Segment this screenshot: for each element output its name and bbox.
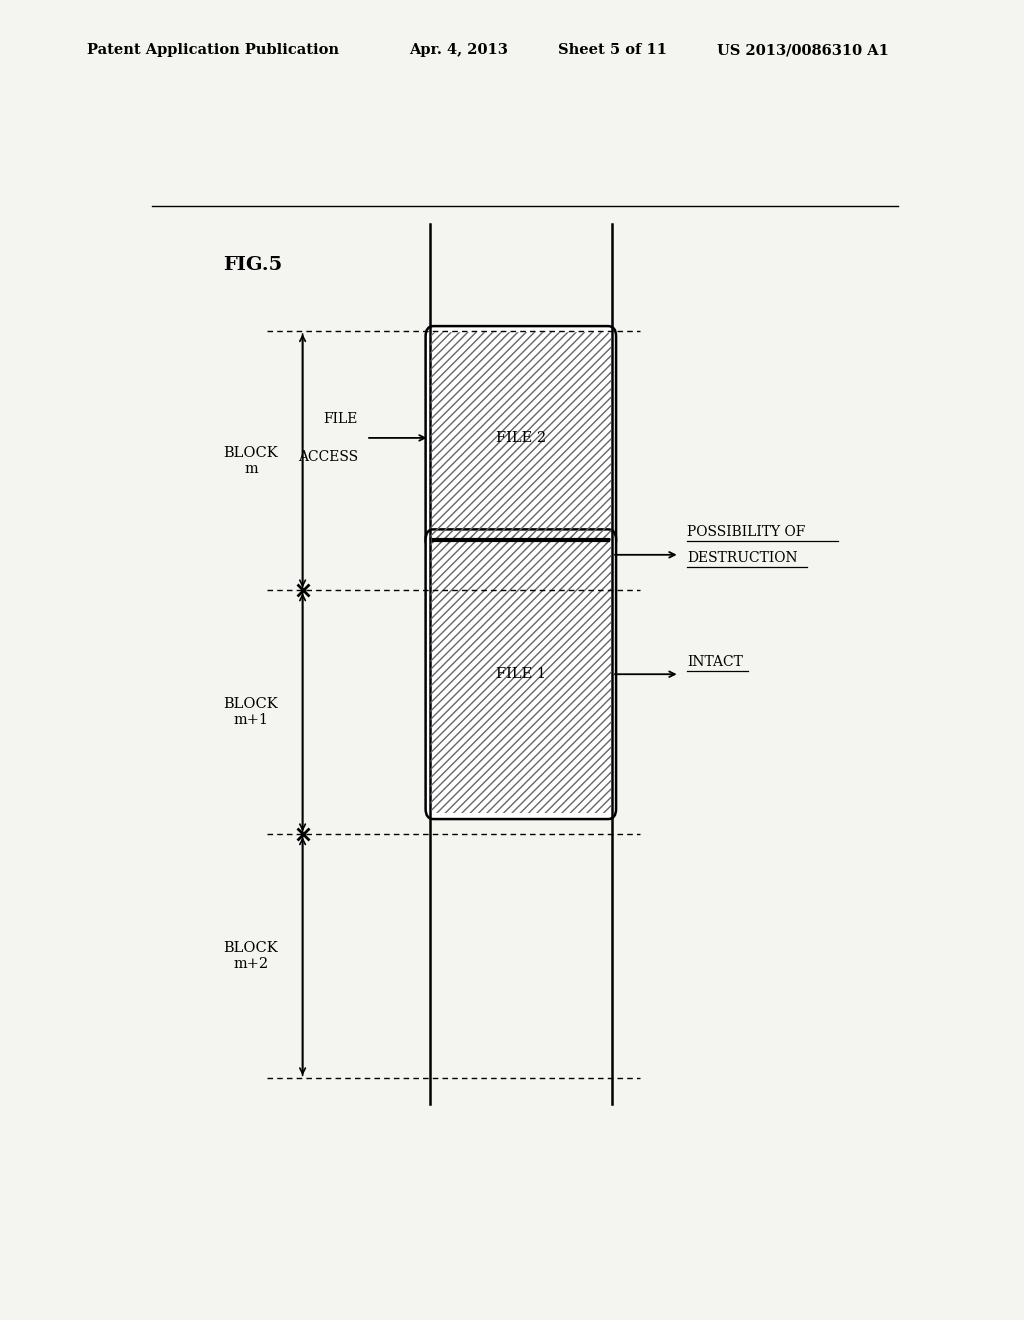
- Text: ACCESS: ACCESS: [298, 450, 358, 465]
- Text: FIG.5: FIG.5: [223, 256, 283, 275]
- FancyBboxPatch shape: [426, 326, 616, 549]
- Text: BLOCK
m: BLOCK m: [223, 446, 279, 477]
- Text: FILE: FILE: [324, 412, 358, 426]
- Text: Apr. 4, 2013: Apr. 4, 2013: [410, 44, 509, 57]
- Text: FILE 2: FILE 2: [496, 430, 546, 445]
- Text: BLOCK
m+1: BLOCK m+1: [223, 697, 279, 727]
- Text: US 2013/0086310 A1: US 2013/0086310 A1: [717, 44, 889, 57]
- Text: INTACT: INTACT: [687, 655, 743, 669]
- Text: POSSIBILITY OF: POSSIBILITY OF: [687, 524, 806, 539]
- Text: DESTRUCTION: DESTRUCTION: [687, 550, 798, 565]
- Text: BLOCK
m+2: BLOCK m+2: [223, 941, 279, 972]
- Text: FILE 1: FILE 1: [496, 667, 546, 681]
- Text: Patent Application Publication: Patent Application Publication: [87, 44, 339, 57]
- Text: Sheet 5 of 11: Sheet 5 of 11: [558, 44, 667, 57]
- FancyBboxPatch shape: [426, 529, 616, 818]
